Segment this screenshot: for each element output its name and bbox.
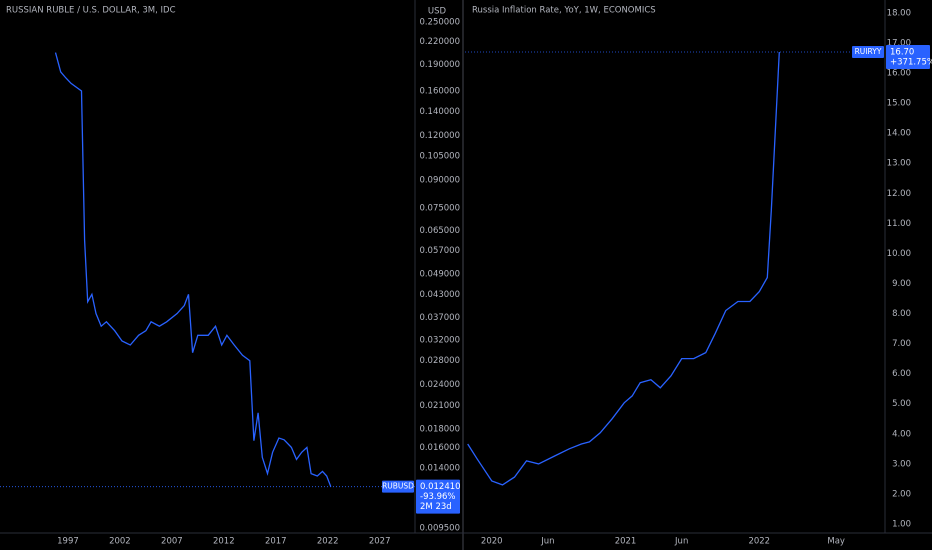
x-tick-label: 2020 — [481, 537, 503, 547]
price-badge-text: 16.70 — [890, 48, 914, 58]
y-tick-label: 15.00 — [887, 99, 911, 109]
y-tick-label: 0.043000 — [419, 290, 460, 300]
y-tick-label: 0.018000 — [419, 425, 460, 435]
price-badge — [886, 45, 930, 70]
y-tick-label: 3.00 — [892, 459, 911, 469]
y-tick-label: 0.016000 — [419, 443, 460, 453]
y-tick-label: 0.014000 — [419, 464, 460, 474]
symbol-label: RUIRYY — [855, 47, 882, 56]
y-tick-label: 0.037000 — [419, 313, 460, 323]
x-tick-label: 2007 — [161, 537, 183, 547]
price-badge-text: -93.96% — [420, 492, 455, 502]
y-tick-label: 7.00 — [892, 339, 911, 349]
y-tick-label: 6.00 — [892, 369, 911, 379]
x-tick-label: 2027 — [369, 537, 391, 547]
y-tick-label: 0.009500 — [419, 524, 460, 534]
x-tick-label: 1997 — [57, 537, 79, 547]
y-tick-label: 4.00 — [892, 429, 911, 439]
y-tick-label: 0.105000 — [419, 152, 460, 162]
price-badge — [416, 479, 460, 514]
y-tick-label: 5.00 — [892, 399, 911, 409]
price-badge-text: +371.75% — [890, 58, 932, 68]
y-tick-label: 0.120000 — [419, 131, 460, 141]
x-tick-label: 2012 — [213, 537, 235, 547]
y-tick-label: 0.021000 — [419, 401, 460, 411]
x-tick-label: May — [827, 537, 845, 547]
y-tick-label: 11.00 — [887, 219, 911, 229]
y-tick-label: 1.00 — [892, 519, 911, 529]
y-tick-label: 0.140000 — [419, 107, 460, 117]
y-tick-label: 0.250000 — [419, 17, 460, 27]
y-tick-label: 0.160000 — [419, 86, 460, 96]
x-tick-label: 2017 — [265, 537, 287, 547]
symbol-badge — [382, 480, 414, 493]
price-badge-text: 2M 23d — [420, 502, 452, 512]
y-tick-label: 18.00 — [887, 8, 911, 18]
currency-label: USD — [428, 7, 447, 17]
y-tick-label: 0.065000 — [419, 226, 460, 236]
symbol-label: RUBUSD — [382, 482, 414, 491]
price-badge-text: 0.012410 — [420, 482, 461, 492]
y-tick-label: 12.00 — [887, 189, 911, 199]
y-tick-label: 0.049000 — [419, 270, 460, 280]
price-line — [467, 51, 780, 486]
y-tick-label: 8.00 — [892, 309, 911, 319]
x-tick-label: 2002 — [109, 537, 131, 547]
x-tick-label: Jun — [674, 537, 688, 547]
x-tick-label: 2022 — [317, 537, 339, 547]
y-tick-label: 2.00 — [892, 489, 911, 499]
y-tick-label: 13.00 — [887, 159, 911, 169]
chart-title: RUSSIAN RUBLE / U.S. DOLLAR, 3M, IDC — [6, 6, 176, 16]
y-tick-label: 14.00 — [887, 129, 911, 139]
x-tick-label: Jun — [540, 537, 554, 547]
y-tick-label: 9.00 — [892, 279, 911, 289]
y-tick-label: 0.028000 — [419, 356, 460, 366]
price-line — [54, 52, 332, 487]
symbol-badge — [852, 46, 884, 59]
x-tick-label: 2022 — [748, 537, 770, 547]
y-tick-label: 0.190000 — [419, 60, 460, 70]
y-tick-label: 16.00 — [887, 69, 911, 79]
y-tick-label: 0.220000 — [419, 37, 460, 47]
chart-title: Russia Inflation Rate, YoY, 1W, ECONOMIC… — [472, 6, 656, 16]
y-tick-label: 0.075000 — [419, 204, 460, 214]
x-tick-label: 2021 — [615, 537, 637, 547]
y-tick-label: 10.00 — [887, 249, 911, 259]
y-tick-label: 17.00 — [887, 38, 911, 48]
y-tick-label: 0.024000 — [419, 380, 460, 390]
y-tick-label: 0.032000 — [419, 336, 460, 346]
y-tick-label: 0.090000 — [419, 176, 460, 186]
y-tick-label: 0.057000 — [419, 246, 460, 256]
